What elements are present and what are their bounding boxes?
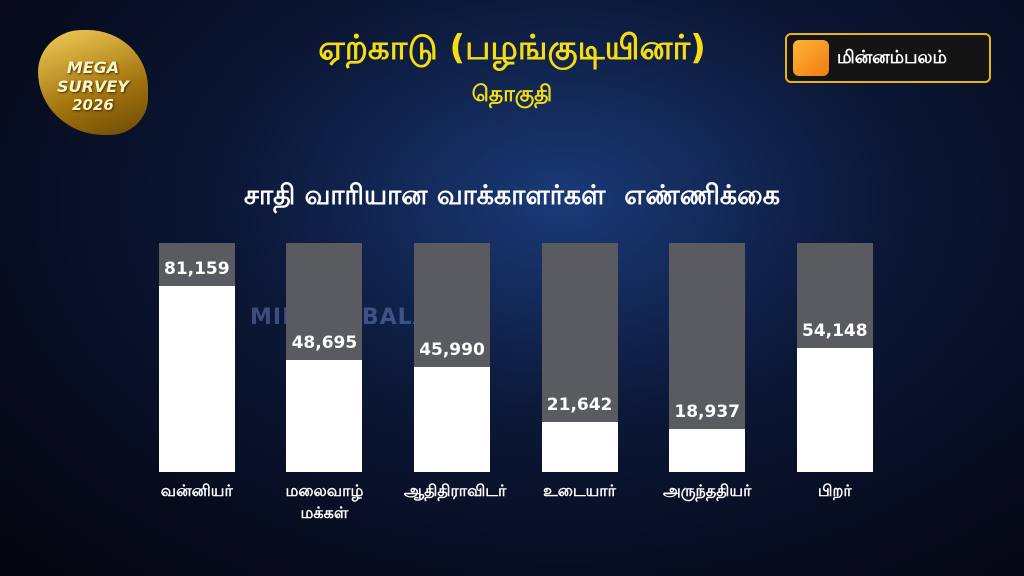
page-subtitle: தொகுதி <box>471 82 553 107</box>
category-label: பிறர் <box>817 481 852 500</box>
page-title: ஏற்காடு (பழங்குடியினர்) <box>318 28 706 68</box>
bar <box>158 286 235 472</box>
bar <box>414 366 490 472</box>
value-label: 21,642 <box>546 395 613 416</box>
logo-icon <box>793 40 829 76</box>
value-label: 48,695 <box>291 333 358 354</box>
bar <box>796 348 873 472</box>
value-label: 45,990 <box>419 339 485 360</box>
badge-year: 2026 <box>72 96 114 114</box>
value-label: 18,937 <box>674 401 740 422</box>
badge-text: MEGA SURVEY <box>57 58 129 96</box>
bar <box>669 428 746 472</box>
brand-logo: மின்னம்பலம் <box>785 33 991 83</box>
category-label: மலைவாழ் மக்கள் <box>285 481 364 522</box>
value-label: 81,159 <box>163 259 230 280</box>
category-label: உடையார் <box>543 481 616 500</box>
bar <box>286 360 363 472</box>
category-label: ஆதிதிராவிடர் <box>404 481 507 500</box>
logo-text: மின்னம்பலம் <box>837 47 947 68</box>
bar <box>541 422 618 472</box>
chart-title: சாதி வாரியான வாக்காளர்கள் எண்ணிக்கை <box>244 180 780 211</box>
category-label: வன்னியர் <box>160 481 233 500</box>
value-label: 54,148 <box>801 321 868 341</box>
category-label: அருந்ததியர் <box>662 481 752 500</box>
